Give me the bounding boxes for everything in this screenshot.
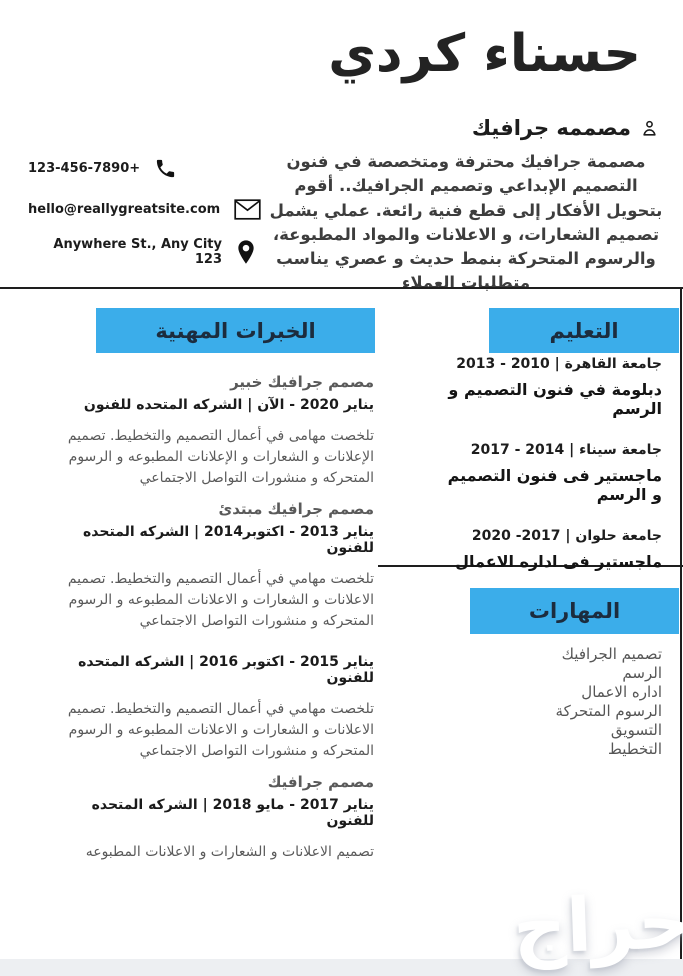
entry-description: تلخصت مهامي في أعمال التصميم والتخطيط. ت…	[67, 571, 374, 629]
contact-block: +123-456-7890 hello@reallygreatsite.com …	[28, 155, 261, 267]
experience-entry: يناير 2015 - اكتوبر 2016 | الشركه المتحد…	[62, 654, 374, 762]
top-divider	[0, 287, 683, 289]
experience-section-header: الخبرات المهنية	[96, 308, 375, 353]
skill-item: اداره الاعمال	[581, 683, 662, 701]
entry-role: مصمم جرافيك خبير	[230, 373, 374, 391]
degree-line: ماجستير فى فنون التصميم و الرسم	[447, 466, 662, 504]
location-pin-icon	[236, 239, 256, 265]
education-section: جامعة القاهرة | 2010 - 2013 دبلومة في فن…	[440, 356, 662, 595]
right-border-rule	[680, 287, 682, 960]
experience-entry: مصمم جرافيك يناير 2017 - مايو 2018 | الش…	[62, 773, 374, 863]
entry-date: يناير 2017 - مايو 2018 | الشركه المتحده …	[91, 797, 374, 829]
skill-item: تصميم الجرافيك	[561, 645, 662, 663]
summary-text: مصممة جرافيك محترفة ومتخصصة في فنون التص…	[269, 152, 663, 293]
skill-item: التسويق	[610, 721, 662, 739]
entry-description: تلخصت مهامى في أعمال التصميم والتخطيط. ت…	[67, 428, 374, 486]
skill-item: الرسم	[622, 664, 662, 682]
phone-icon	[154, 157, 177, 180]
role-subtitle-label: مصممه جرافيك	[471, 116, 631, 140]
entry-role: مصمم جرافيك	[267, 773, 374, 791]
page-title: حسناء كردي	[328, 24, 641, 84]
degree-line: دبلومة في فنون التصميم و الرسم	[448, 380, 662, 418]
education-entry: جامعة سيناء | 2014 - 2017 ماجستير فى فنو…	[440, 442, 662, 504]
bottom-strip	[0, 959, 683, 976]
school-line: جامعة سيناء | 2014 - 2017	[470, 442, 662, 458]
school-line: جامعة القاهرة | 2010 - 2013	[456, 356, 662, 372]
skill-item: التخطيط	[607, 740, 662, 758]
phone-row: +123-456-7890	[28, 155, 256, 181]
experience-entry: مصمم جرافيك خبير يناير 2020 - الآن | الش…	[62, 373, 374, 489]
address-row: Anywhere St., Any City 123	[28, 237, 256, 267]
person-icon	[640, 119, 659, 138]
skills-divider	[378, 565, 683, 567]
degree-line: ماجستير فى اداره الاعمال	[455, 552, 662, 571]
skill-item: الرسوم المتحركة	[555, 702, 662, 720]
entry-date: يناير 2020 - الآن | الشركه المتحده للفنو…	[83, 397, 374, 413]
skills-list: تصميم الجرافيك الرسم اداره الاعمال الرسو…	[440, 645, 662, 759]
phone-text: +123-456-7890	[28, 160, 141, 176]
education-entry: جامعة القاهرة | 2010 - 2013 دبلومة في فن…	[440, 356, 662, 418]
address-text: Anywhere St., Any City 123	[53, 237, 222, 267]
experience-entry: مصمم جرافيك مبتدئ يناير 2013 - اكتوبر201…	[62, 500, 374, 632]
role-subtitle: مصممه جرافيك	[472, 116, 659, 140]
experience-section: مصمم جرافيك خبير يناير 2020 - الآن | الش…	[62, 373, 374, 874]
entry-description: تلخصت مهامي في أعمال التصميم والتخطيط. ت…	[67, 701, 374, 759]
education-section-header: التعليم	[489, 308, 679, 353]
education-entry: جامعة حلوان | 2017- 2020 ماجستير فى ادار…	[440, 528, 662, 571]
entry-role: مصمم جرافيك مبتدئ	[218, 500, 374, 518]
entry-description: تصميم الاعلانات و الشعارات و الاعلانات ا…	[85, 844, 374, 860]
entry-date: يناير 2015 - اكتوبر 2016 | الشركه المتحد…	[78, 654, 374, 686]
envelope-icon	[234, 198, 261, 220]
email-row: hello@reallygreatsite.com	[28, 196, 261, 222]
school-line: جامعة حلوان | 2017- 2020	[471, 528, 662, 544]
skills-section-header: المهارات	[470, 588, 679, 634]
email-text: hello@reallygreatsite.com	[28, 201, 221, 217]
watermark-logo: حراج	[511, 878, 683, 972]
entry-date: يناير 2013 - اكتوبر2014 | الشركه المتحده…	[83, 524, 374, 556]
